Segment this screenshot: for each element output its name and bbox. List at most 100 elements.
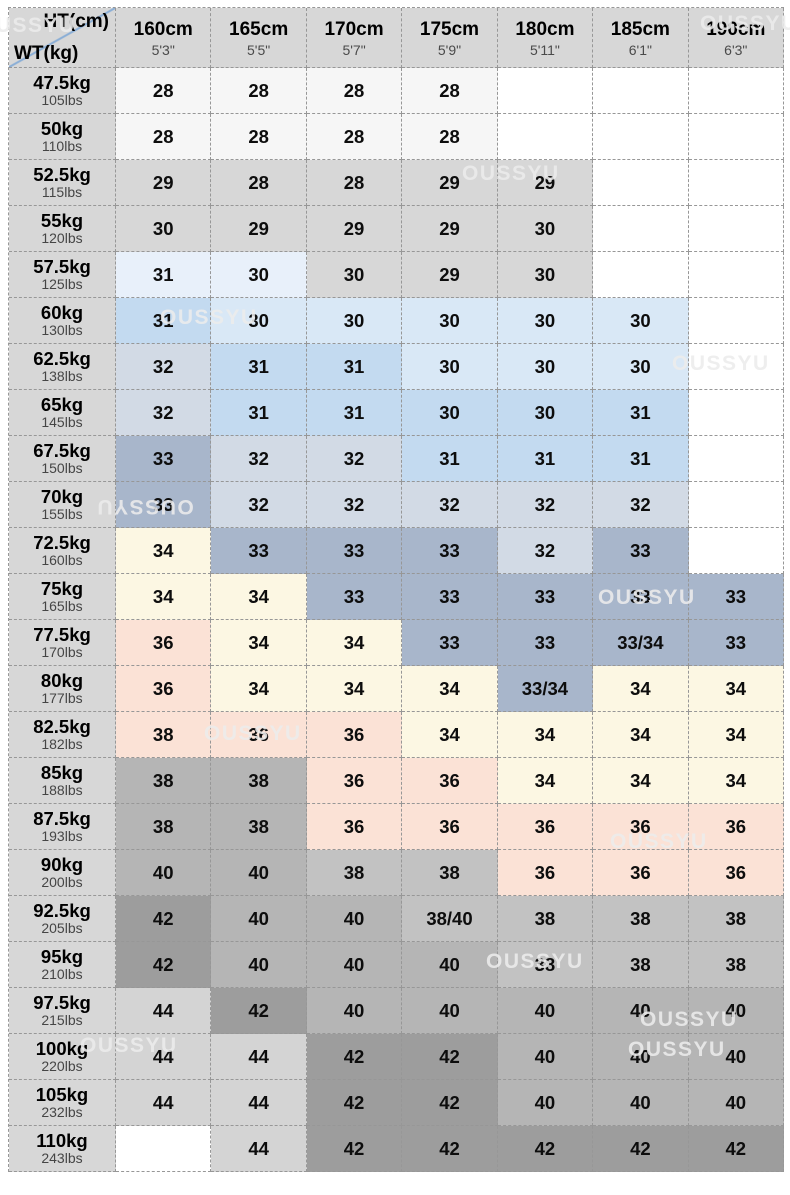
size-cell: 31	[402, 436, 498, 482]
size-cell: 31	[497, 436, 594, 482]
size-cell: 34	[211, 666, 307, 712]
size-cell: 31	[211, 344, 307, 390]
size-cell: 36	[402, 758, 498, 804]
column-header: 180cm 5'11"	[497, 8, 594, 68]
column-height-ft: 5'5"	[247, 41, 271, 58]
size-cell: 44	[116, 1034, 212, 1080]
size-cell: 38	[688, 896, 784, 942]
row-weight-label: 87.5kg 193lbs	[9, 804, 116, 850]
size-cell: 38	[306, 850, 403, 896]
weight-axis-label: WT(kg)	[14, 43, 79, 64]
row-weight-kg: 82.5kg	[33, 716, 91, 738]
row-weight-lbs: 177lbs	[41, 690, 83, 707]
row-weight-lbs: 110lbs	[41, 138, 83, 155]
size-cell: 30	[593, 298, 689, 344]
size-cell: 32	[402, 482, 498, 528]
size-cell: 40	[116, 850, 212, 896]
row-weight-label: 65kg 145lbs	[9, 390, 116, 436]
size-cell: 34	[688, 712, 784, 758]
size-cell: 38	[688, 942, 784, 988]
height-axis-label: HT(cm)	[43, 11, 109, 32]
row-weight-lbs: 193lbs	[41, 828, 83, 845]
column-height-cm: 170cm	[324, 19, 384, 41]
size-cell: 30	[497, 344, 594, 390]
size-cell: 42	[688, 1126, 784, 1172]
size-cell: 33	[688, 574, 784, 620]
size-cell: 40	[211, 850, 307, 896]
size-cell: 32	[497, 528, 594, 574]
size-cell: 40	[306, 942, 403, 988]
size-cell: 36	[402, 804, 498, 850]
row-weight-label: 97.5kg 215lbs	[9, 988, 116, 1034]
diagonal-divider-line	[9, 8, 115, 67]
size-cell: 31	[306, 344, 403, 390]
row-weight-lbs: 205lbs	[41, 920, 83, 937]
size-cell: 36	[306, 758, 403, 804]
row-weight-label: 85kg 188lbs	[9, 758, 116, 804]
size-cell	[688, 252, 784, 298]
size-cell: 40	[593, 1080, 689, 1126]
row-weight-label: 72.5kg 160lbs	[9, 528, 116, 574]
row-weight-lbs: 182lbs	[41, 736, 83, 753]
size-cell: 42	[593, 1126, 689, 1172]
size-cell: 33	[688, 620, 784, 666]
size-cell: 30	[497, 298, 594, 344]
size-cell: 36	[688, 850, 784, 896]
size-cell	[688, 482, 784, 528]
size-cell: 30	[306, 298, 403, 344]
size-cell: 36	[116, 620, 212, 666]
size-cell: 30	[402, 390, 498, 436]
size-cell: 44	[116, 988, 212, 1034]
size-cell: 44	[211, 1126, 307, 1172]
row-weight-kg: 65kg	[40, 394, 84, 416]
row-weight-kg: 80kg	[40, 670, 84, 692]
size-cell: 34	[402, 666, 498, 712]
size-cell: 33	[593, 574, 689, 620]
row-weight-lbs: 150lbs	[41, 460, 83, 477]
size-cell: 36	[497, 804, 594, 850]
size-cell: 42	[402, 1034, 498, 1080]
column-height-cm: 175cm	[419, 19, 480, 41]
size-cell: 36	[211, 712, 307, 758]
row-weight-label: 92.5kg 205lbs	[9, 896, 116, 942]
column-header: 160cm 5'3"	[116, 8, 212, 68]
size-cell: 40	[688, 1080, 784, 1126]
column-header: 190cm 6'3"	[688, 8, 784, 68]
size-cell: 33	[402, 574, 498, 620]
size-cell	[688, 390, 784, 436]
size-cell: 40	[402, 988, 498, 1034]
column-header: 175cm 5'9"	[402, 8, 498, 68]
row-weight-label: 75kg 165lbs	[9, 574, 116, 620]
size-cell: 40	[497, 1080, 594, 1126]
column-height-ft: 5'3"	[151, 41, 175, 58]
size-cell: 30	[306, 252, 403, 298]
size-cell: 32	[211, 482, 307, 528]
size-cell: 33	[306, 574, 403, 620]
size-cell: 34	[116, 528, 212, 574]
row-weight-lbs: 138lbs	[41, 368, 83, 385]
corner-header-cell: HT(cm) WT(kg)	[9, 8, 116, 68]
size-cell	[593, 68, 689, 114]
size-cell: 36	[116, 666, 212, 712]
size-cell: 38	[497, 896, 594, 942]
row-weight-kg: 95kg	[40, 946, 84, 968]
row-weight-kg: 62.5kg	[33, 348, 91, 370]
row-weight-lbs: 210lbs	[41, 966, 83, 983]
size-cell: 33	[497, 574, 594, 620]
row-weight-kg: 50kg	[40, 118, 84, 140]
row-weight-label: 80kg 177lbs	[9, 666, 116, 712]
size-cell: 36	[306, 804, 403, 850]
size-cell: 38	[211, 804, 307, 850]
size-cell: 36	[593, 850, 689, 896]
size-cell: 34	[116, 574, 212, 620]
row-weight-label: 110kg 243lbs	[9, 1126, 116, 1172]
size-cell: 32	[306, 436, 403, 482]
size-cell: 32	[116, 390, 212, 436]
size-cell: 34	[688, 758, 784, 804]
row-weight-label: 90kg 200lbs	[9, 850, 116, 896]
size-cell: 32	[497, 482, 594, 528]
size-cell: 42	[497, 1126, 594, 1172]
size-cell: 44	[211, 1080, 307, 1126]
row-weight-label: 55kg 120lbs	[9, 206, 116, 252]
